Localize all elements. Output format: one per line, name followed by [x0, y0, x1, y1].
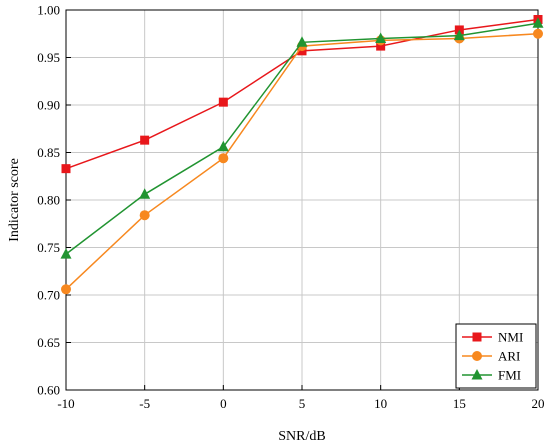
- data-point-fmi: [139, 188, 151, 199]
- data-point-nmi: [140, 135, 150, 145]
- y-tick-label: 0.75: [37, 240, 60, 255]
- legend-label: ARI: [498, 349, 520, 364]
- grid-lines: [66, 10, 538, 390]
- y-tick-label: 0.65: [37, 335, 60, 350]
- legend-marker: [472, 351, 482, 361]
- x-tick-label: 15: [453, 396, 466, 411]
- x-tick-label: 10: [374, 396, 387, 411]
- axis-ticks: [65, 9, 539, 391]
- data-point-ari: [533, 28, 543, 39]
- x-tick-label: 5: [299, 396, 306, 411]
- legend-marker: [471, 369, 483, 380]
- y-tick-label: 0.70: [37, 288, 60, 303]
- legend-item-nmi: NMI: [462, 330, 523, 345]
- y-tick-label: 0.80: [37, 193, 60, 208]
- y-tick-label: 1.00: [37, 3, 60, 18]
- data-point-fmi: [532, 17, 544, 28]
- legend: NMI ARI FMI: [455, 323, 537, 389]
- data-point-nmi: [218, 97, 228, 107]
- y-axis-title: Indicator score: [7, 158, 22, 242]
- y-tick-label: 0.60: [37, 383, 60, 398]
- data-point-fmi: [296, 36, 308, 47]
- data-point-nmi: [61, 164, 71, 174]
- legend-item-ari: ARI: [462, 349, 520, 364]
- data-point-nmi: [376, 41, 386, 51]
- x-tick-label: -10: [57, 396, 74, 411]
- series-fmi: [60, 17, 544, 259]
- data-point-ari: [218, 153, 229, 164]
- tick-labels: 0.60 0.65 0.70 0.75 0.80 0.85 0.90 0.95 1.00 -10 -…: [37, 3, 544, 412]
- legend-label: FMI: [498, 368, 521, 383]
- legend-item-fmi: FMI: [462, 368, 521, 383]
- x-tick-label: 0: [220, 396, 227, 411]
- x-tick-label: 20: [532, 396, 545, 411]
- data-point-fmi: [453, 29, 465, 41]
- legend-marker: [472, 332, 482, 342]
- y-tick-label: 0.85: [37, 145, 60, 160]
- y-tick-label: 0.95: [37, 50, 60, 65]
- series-layer: [60, 15, 544, 295]
- data-point-fmi: [375, 32, 387, 43]
- legend-label: NMI: [498, 330, 523, 345]
- x-tick-label: -5: [139, 396, 150, 411]
- y-tick-label: 0.90: [37, 98, 60, 113]
- data-point-ari: [61, 284, 71, 295]
- data-point-fmi: [60, 248, 72, 259]
- data-point-ari: [139, 210, 150, 221]
- data-point-fmi: [217, 140, 229, 152]
- x-axis-title: SNR/dB: [278, 429, 325, 444]
